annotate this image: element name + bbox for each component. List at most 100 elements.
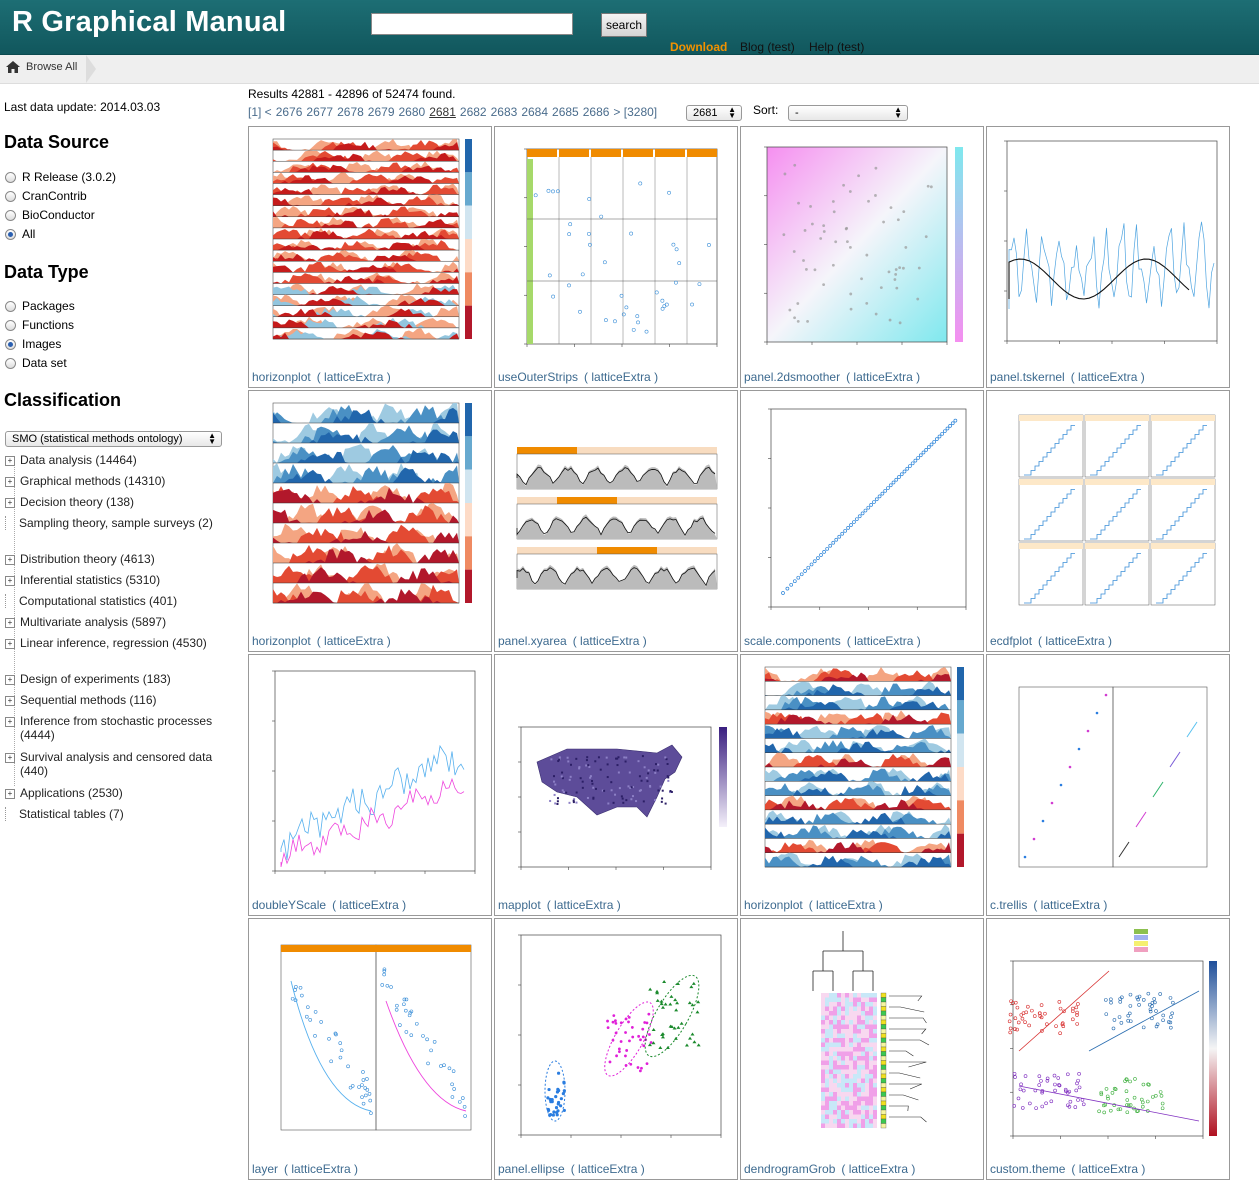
tree-item-label[interactable]: Inference from stochastic processes (444…	[20, 714, 213, 742]
tree-item[interactable]: + Applications (2530)	[5, 786, 245, 800]
package-link[interactable]: ( latticeExtra )	[572, 634, 647, 648]
search-input[interactable]	[371, 13, 573, 35]
tree-item[interactable]: + Data analysis (14464)	[5, 453, 245, 467]
package-link[interactable]: ( latticeExtra )	[1038, 634, 1113, 648]
plot-thumbnail-image[interactable]	[743, 393, 981, 631]
radio-button-icon[interactable]	[5, 338, 16, 350]
function-link[interactable]: panel.xyarea	[498, 634, 567, 648]
tree-item[interactable]: + Linear inference, regression (4530)	[5, 636, 245, 650]
tree-item-label[interactable]: Linear inference, regression (4530)	[20, 636, 207, 650]
nav-download-link[interactable]: Download	[670, 40, 728, 54]
function-link[interactable]: mapplot	[498, 898, 541, 912]
tree-item-label[interactable]: Decision theory (138)	[20, 495, 135, 509]
expand-plus-icon[interactable]: +	[5, 576, 15, 586]
package-link[interactable]: ( latticeExtra )	[584, 370, 659, 384]
function-link[interactable]: layer	[252, 1162, 279, 1176]
expand-plus-icon[interactable]: +	[5, 498, 15, 508]
tree-item-label[interactable]: Survival analysis and censored data (440…	[20, 750, 213, 778]
plot-thumbnail-image[interactable]	[743, 129, 981, 367]
thumbnail-card[interactable]: panel.ellipse ( latticeExtra )	[494, 918, 738, 1180]
pager-page-link[interactable]: 2678	[337, 105, 364, 119]
tree-item-label[interactable]: Applications (2530)	[20, 786, 123, 800]
data-type-radio-0[interactable]: Packages	[5, 299, 75, 313]
pager-page-link[interactable]: 2676	[275, 105, 303, 119]
data-type-radio-1[interactable]: Functions	[5, 318, 74, 332]
thumbnail-card[interactable]: panel.tskernel ( latticeExtra )	[986, 126, 1230, 388]
data-source-radio-3[interactable]: All	[5, 227, 35, 241]
plot-thumbnail-image[interactable]	[251, 921, 489, 1159]
plot-thumbnail-image[interactable]	[497, 657, 735, 895]
pager-page-link[interactable]: 2686	[582, 105, 610, 119]
plot-thumbnail-image[interactable]	[989, 921, 1227, 1159]
sort-select[interactable]: - ▲ ▼	[788, 105, 908, 121]
data-type-radio-3[interactable]: Data set	[5, 356, 67, 370]
tree-item[interactable]: Statistical tables (7)	[5, 807, 245, 821]
plot-thumbnail-image[interactable]	[497, 921, 735, 1159]
radio-button-icon[interactable]	[5, 171, 16, 183]
tree-item[interactable]: + Inference from stochastic processes (44…	[5, 714, 245, 742]
thumbnail-card[interactable]: panel.xyarea ( latticeExtra )	[494, 390, 738, 652]
expand-plus-icon[interactable]: +	[5, 477, 15, 487]
plot-thumbnail-image[interactable]	[251, 393, 489, 631]
data-source-radio-0[interactable]: R Release (3.0.2)	[5, 170, 116, 184]
package-link[interactable]: ( latticeExtra )	[570, 1162, 645, 1176]
tree-item-label[interactable]: Multivariate analysis (5897)	[20, 615, 167, 629]
function-link[interactable]: horizonplot	[252, 634, 311, 648]
pager-page-link[interactable]: 2679	[367, 105, 395, 119]
pager-first[interactable]: [1] <	[248, 105, 272, 119]
search-button[interactable]: search	[601, 13, 647, 37]
plot-thumbnail-image[interactable]	[497, 393, 735, 631]
site-title[interactable]: R Graphical Manual	[12, 6, 287, 38]
tree-item-label[interactable]: Computational statistics (401)	[19, 594, 178, 608]
radio-button-icon[interactable]	[5, 228, 16, 240]
function-link[interactable]: custom.theme	[990, 1162, 1066, 1176]
thumbnail-card[interactable]: horizonplot ( latticeExtra )	[248, 126, 492, 388]
page-select[interactable]: 2681 ▲ ▼	[686, 105, 742, 121]
plot-thumbnail-image[interactable]	[497, 129, 735, 367]
pager-page-link[interactable]: 2680	[398, 105, 426, 119]
tree-item[interactable]: + Design of experiments (183)	[5, 672, 245, 686]
thumbnail-card[interactable]: doubleYScale ( latticeExtra )	[248, 654, 492, 916]
function-link[interactable]: c.trellis	[990, 898, 1028, 912]
expand-plus-icon[interactable]: +	[5, 696, 15, 706]
plot-thumbnail-image[interactable]	[989, 129, 1227, 367]
package-link[interactable]: ( latticeExtra )	[546, 898, 621, 912]
thumbnail-card[interactable]: dendrogramGrob ( latticeExtra )	[740, 918, 984, 1180]
function-link[interactable]: useOuterStrips	[498, 370, 579, 384]
tree-item-label[interactable]: Design of experiments (183)	[20, 672, 171, 686]
thumbnail-card[interactable]: panel.2dsmoother ( latticeExtra )	[740, 126, 984, 388]
data-source-radio-1[interactable]: CranContrib	[5, 189, 87, 203]
pager-page-link[interactable]: 2684	[521, 105, 549, 119]
tree-item-label[interactable]: Distribution theory (4613)	[20, 552, 155, 566]
tree-item-label[interactable]: Sampling theory, sample surveys (2)	[19, 516, 213, 530]
package-link[interactable]: ( latticeExtra )	[284, 1162, 359, 1176]
tree-item[interactable]: + Inferential statistics (5310)	[5, 573, 245, 587]
thumbnail-card[interactable]: mapplot ( latticeExtra )	[494, 654, 738, 916]
tree-item[interactable]: + Multivariate analysis (5897)	[5, 615, 245, 629]
function-link[interactable]: horizonplot	[744, 898, 803, 912]
expand-plus-icon[interactable]: +	[5, 456, 15, 466]
package-link[interactable]: ( latticeExtra )	[332, 898, 407, 912]
expand-plus-icon[interactable]: +	[5, 555, 15, 565]
tree-item[interactable]: + Decision theory (138)	[5, 495, 245, 509]
pager-page-link[interactable]: 2682	[459, 105, 487, 119]
function-link[interactable]: doubleYScale	[252, 898, 327, 912]
package-link[interactable]: ( latticeExtra )	[316, 370, 391, 384]
function-link[interactable]: panel.2dsmoother	[744, 370, 841, 384]
radio-button-icon[interactable]	[5, 300, 16, 312]
plot-thumbnail-image[interactable]	[989, 657, 1227, 895]
expand-plus-icon[interactable]: +	[5, 753, 15, 763]
radio-button-icon[interactable]	[5, 319, 16, 331]
plot-thumbnail-image[interactable]	[743, 657, 981, 895]
function-link[interactable]: dendrogramGrob	[744, 1162, 836, 1176]
package-link[interactable]: ( latticeExtra )	[846, 634, 921, 648]
package-link[interactable]: ( latticeExtra )	[808, 898, 883, 912]
radio-button-icon[interactable]	[5, 357, 16, 369]
thumbnail-card[interactable]: c.trellis ( latticeExtra )	[986, 654, 1230, 916]
package-link[interactable]: ( latticeExtra )	[1071, 1162, 1146, 1176]
package-link[interactable]: ( latticeExtra )	[846, 370, 921, 384]
tree-item-label[interactable]: Graphical methods (14310)	[20, 474, 166, 488]
tree-item[interactable]: Computational statistics (401)	[5, 594, 245, 608]
tree-item-label[interactable]: Data analysis (14464)	[20, 453, 137, 467]
thumbnail-card[interactable]: useOuterStrips ( latticeExtra )	[494, 126, 738, 388]
